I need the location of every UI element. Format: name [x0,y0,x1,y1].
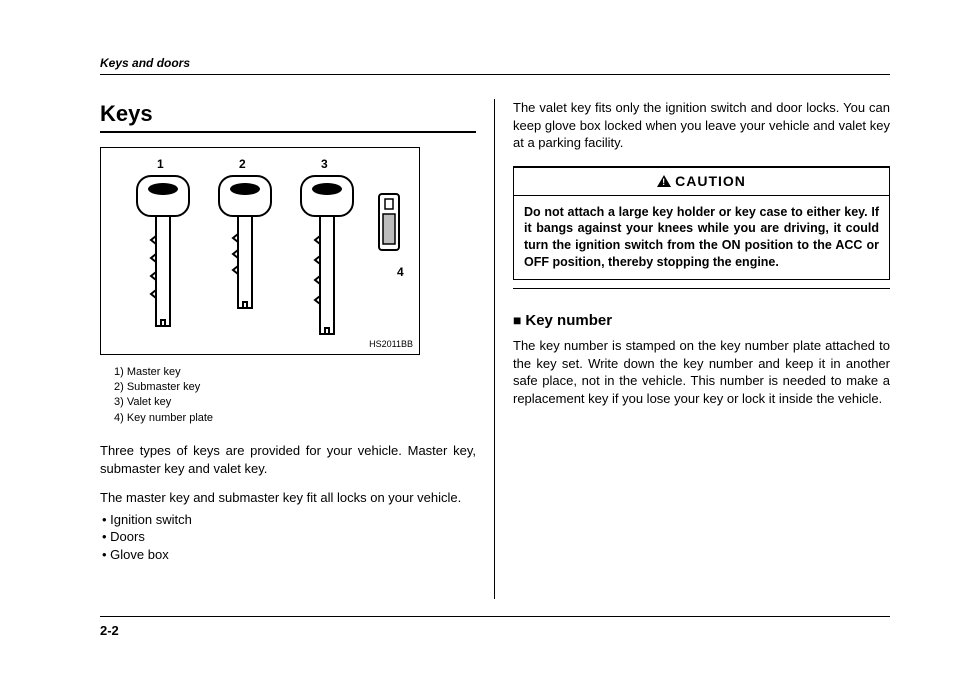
keys-figure: 1 2 3 4 [100,147,420,355]
page-footer: 2-2 [100,616,890,638]
warning-triangle-icon [657,175,671,187]
bullet-item: Ignition switch [102,511,476,529]
legend-item: 2) Submaster key [114,380,476,395]
left-column: Keys 1 2 3 4 [100,99,495,599]
legend-item: 4) Key number plate [114,411,476,426]
paragraph: The valet key fits only the ignition swi… [513,99,890,152]
caution-bottom-rule [513,288,890,289]
subheading-key-number: Key number [513,311,890,331]
figure-legend: 1) Master key 2) Submaster key 3) Valet … [114,365,476,427]
paragraph: The master key and submaster key fit all… [100,489,476,507]
legend-item: 3) Valet key [114,395,476,410]
page-number: 2-2 [100,623,119,638]
bullet-item: Doors [102,528,476,546]
manual-page: Keys and doors Keys 1 2 3 4 [0,0,954,674]
paragraph: Three types of keys are provided for you… [100,442,476,477]
running-head: Keys and doors [100,56,890,75]
legend-item: 1) Master key [114,365,476,380]
two-column-layout: Keys 1 2 3 4 [100,99,890,599]
key-illustration [101,148,421,356]
bullet-list: Ignition switch Doors Glove box [102,511,476,564]
paragraph: The key number is stamped on the key num… [513,337,890,407]
bullet-item: Glove box [102,546,476,564]
section-heading-keys: Keys [100,99,476,133]
figure-code: HS2011BB [369,338,413,350]
caution-label: CAUTION [675,173,746,189]
right-column: The valet key fits only the ignition swi… [495,99,890,599]
caution-heading: CAUTION [513,166,890,195]
caution-body: Do not attach a large key holder or key … [513,195,890,281]
